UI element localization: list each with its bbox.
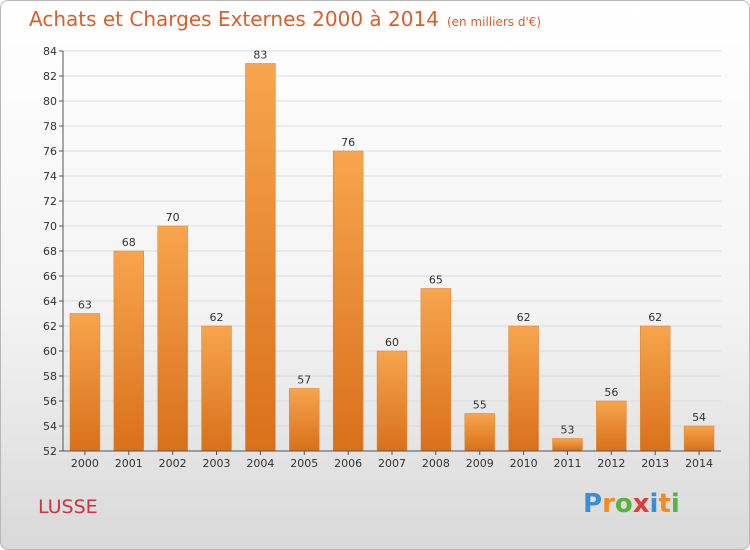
logo-letter: x xyxy=(632,489,650,519)
bar-value-label: 65 xyxy=(429,274,443,287)
bar-2011 xyxy=(552,438,583,452)
bar-2007 xyxy=(376,350,408,452)
axes: 52 54 56 58 60 62 64 66 68 70 72 74 76 78 80 82 84 2000 20… xyxy=(43,45,721,470)
y-tick-label: 52 xyxy=(43,445,57,458)
chart-title-main: Achats et Charges Externes 2000 à 2014 xyxy=(29,7,439,31)
bar-2006 xyxy=(332,150,364,452)
x-tick-label: 2009 xyxy=(466,457,494,470)
x-tick-label: 2004 xyxy=(246,457,274,470)
x-tick-label: 2010 xyxy=(510,457,538,470)
y-tick-label: 68 xyxy=(43,245,57,258)
bar-2009 xyxy=(464,413,495,452)
bar-2001 xyxy=(113,250,145,452)
y-tick-label: 72 xyxy=(43,195,57,208)
bar-value-label: 60 xyxy=(385,336,399,349)
x-tick-label: 2003 xyxy=(203,457,231,470)
y-tick-label: 56 xyxy=(43,395,57,408)
logo-letter: i xyxy=(649,489,659,519)
bar-value-label: 70 xyxy=(166,211,180,224)
y-tick-label: 54 xyxy=(43,420,57,433)
x-tick-label: 2002 xyxy=(159,457,187,470)
x-tick-label: 2014 xyxy=(685,457,713,470)
y-tick-label: 76 xyxy=(43,145,57,158)
bar-value-label: 63 xyxy=(78,299,92,312)
bar-2013 xyxy=(639,325,671,452)
y-tick-label: 62 xyxy=(43,320,57,333)
bar-2002 xyxy=(157,225,188,452)
x-tick-label: 2012 xyxy=(597,457,625,470)
x-tick-label: 2005 xyxy=(290,457,318,470)
proxiti-logo: Proxiti xyxy=(583,489,680,519)
logo-letter: i xyxy=(670,489,680,519)
bar-2003 xyxy=(201,325,232,452)
logo-letter: P xyxy=(583,489,603,519)
bar-value-label: 56 xyxy=(604,386,618,399)
y-tick-label: 70 xyxy=(43,220,57,233)
bar-value-label: 62 xyxy=(517,311,531,324)
y-tick-label: 80 xyxy=(43,95,57,108)
bar-value-label: 55 xyxy=(473,399,487,412)
bar-2010 xyxy=(508,325,539,452)
x-tick-label: 2000 xyxy=(71,457,99,470)
y-tick-label: 58 xyxy=(43,370,57,383)
x-tick-label: 2011 xyxy=(553,457,581,470)
y-tick-label: 84 xyxy=(43,45,57,58)
bar-value-label: 68 xyxy=(122,236,136,249)
logo-letter: o xyxy=(614,489,633,519)
bar-2005 xyxy=(289,388,320,452)
y-tick-label: 60 xyxy=(43,345,57,358)
bar-value-label: 83 xyxy=(253,49,267,62)
y-tick-label: 66 xyxy=(43,270,57,283)
x-tick-label: 2007 xyxy=(378,457,406,470)
bars: 63 68 70 62 83 57 76 60 65 55 62 53 56 62 54 xyxy=(69,49,715,452)
x-tick-label: 2006 xyxy=(334,457,362,470)
y-tick-label: 82 xyxy=(43,70,57,83)
logo-letter: t xyxy=(658,489,671,519)
chart-title-unit: (en milliers d'€) xyxy=(446,15,542,29)
x-tick-label: 2013 xyxy=(641,457,669,470)
bar-2008 xyxy=(420,288,452,452)
logo-letter: r xyxy=(602,489,615,519)
x-tick-label: 2008 xyxy=(422,457,450,470)
bar-2014 xyxy=(683,425,715,452)
bar-value-label: 57 xyxy=(297,374,311,387)
bar-2000 xyxy=(69,313,101,452)
y-tick-label: 78 xyxy=(43,120,57,133)
bar-2012 xyxy=(596,400,627,452)
bar-value-label: 54 xyxy=(692,411,706,424)
city-name: LUSSE xyxy=(38,496,98,518)
y-tick-label: 64 xyxy=(43,295,57,308)
y-tick-label: 74 xyxy=(43,170,57,183)
bar-2004 xyxy=(245,63,276,452)
chart-title: Achats et Charges Externes 2000 à 2014 (e… xyxy=(29,7,541,31)
bar-value-label: 76 xyxy=(341,136,355,149)
x-tick-label: 2001 xyxy=(115,457,143,470)
bar-value-label: 62 xyxy=(648,311,662,324)
bar-value-label: 53 xyxy=(560,424,574,437)
bar-value-label: 62 xyxy=(210,311,224,324)
